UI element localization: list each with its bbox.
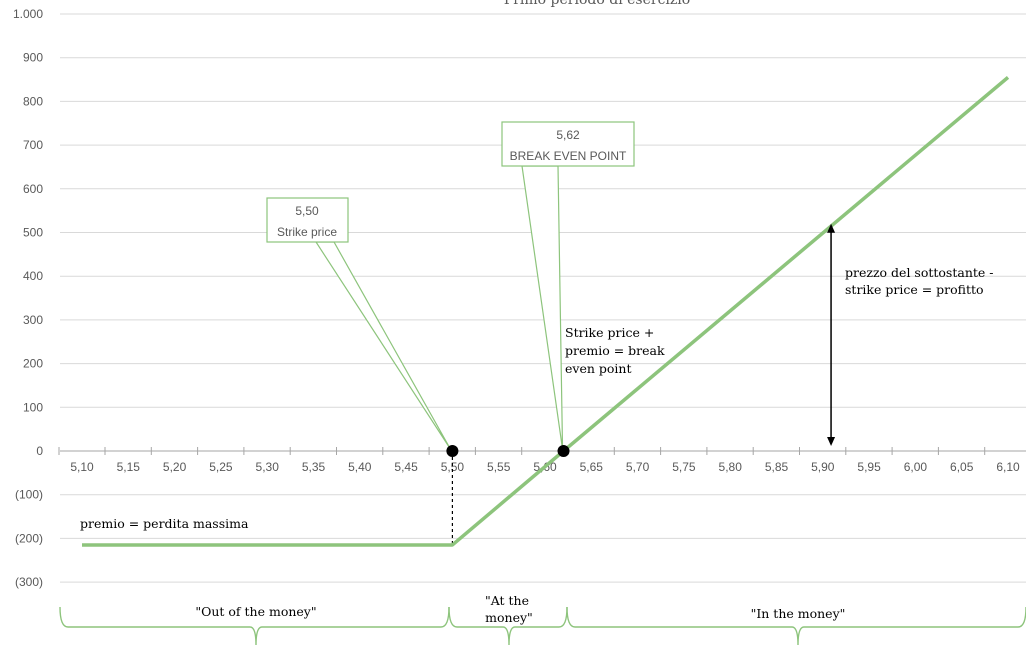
x-tick-label: 5,40 [348,460,372,474]
x-tick-label: 5,45 [394,460,418,474]
x-tick-label: 5,95 [857,460,881,474]
strike-callout-box [266,197,349,243]
break-even-callout-leader [521,165,564,450]
zone-label-line: "Out of the money" [195,604,316,619]
y-axis-tick-labels: 1.000 900 800 700 600 500 400 300 200 100 0 (100) (2… [13,7,43,589]
x-tick-label: 5,90 [811,460,835,474]
zone-brace [448,606,568,646]
strike-callout-label: Strike price [277,225,337,239]
x-tick-label: 5,65 [580,460,604,474]
y-tick-label: (100) [15,488,43,502]
zone-label-in-the-money: "In the money" [751,606,846,621]
break-even-note-line: even point [565,361,631,376]
break-even-callout-value: 5,62 [556,128,580,142]
x-tick-label: 5,15 [117,460,141,474]
x-tick-label: 5,25 [209,460,233,474]
x-tick-label: 5,85 [765,460,789,474]
y-tick-label: (300) [15,575,43,589]
payoff-series-line [82,76,1010,547]
y-tick-label: 500 [23,226,43,240]
zone-label-line: "At the [485,593,529,608]
chart-title: Primo periodo di esercizio [504,0,690,8]
profit-note-line: strike price = profitto [845,282,984,297]
premium-note: premio = perdita massima [80,516,249,531]
zone-brace [59,606,450,646]
y-tick-label: (200) [15,531,43,545]
y-tick-label: 200 [23,357,43,371]
x-axis-tick-labels: 5,10 5,15 5,20 5,25 5,30 5,35 5,40 5,45 5,50 5,55… [58,447,1020,474]
strike-point-marker [446,445,459,457]
profit-note-line: prezzo del sottostante - [845,265,994,280]
profit-arrow-head-top [827,223,836,233]
x-tick-label: 6,10 [996,460,1020,474]
y-tick-label: 600 [23,182,43,196]
break-even-note-line: premio = break [565,343,665,358]
profit-arrow [827,223,836,446]
x-tick-label: 5,70 [626,460,650,474]
zone-label-at-the-money: "At the money" [485,593,533,625]
y-tick-label: 100 [23,400,43,414]
x-tick-label: 5,55 [487,460,511,474]
zone-label-out-of-the-money: "Out of the money" [195,604,316,619]
profit-note: prezzo del sottostante - strike price = … [845,265,997,297]
y-tick-label: 0 [36,444,43,458]
break-even-callout-label: BREAK EVEN POINT [510,149,627,163]
y-tick-label: 700 [23,138,43,152]
break-even-point-marker [557,445,570,457]
profit-arrow-head-bottom [827,437,836,446]
zone-label-line: "In the money" [751,606,846,621]
strike-callout-leader [314,241,451,450]
break-even-note-line: Strike price + [565,325,654,340]
zone-brace [566,606,1026,646]
x-tick-label: 5,75 [672,460,696,474]
strike-price-callout: 5,50 Strike price [266,197,451,450]
x-tick-label: 5,35 [302,460,326,474]
x-tick-label: 5,30 [256,460,280,474]
y-tick-label: 800 [23,94,43,108]
x-tick-label: 5,80 [719,460,743,474]
zone-label-line: money" [485,610,533,625]
x-tick-label: 5,50 [441,460,465,474]
break-even-note: Strike price + premio = break even point [565,325,669,376]
break-even-callout-box [501,121,635,167]
y-tick-label: 300 [23,313,43,327]
money-zone-braces [59,606,1026,646]
x-tick-label: 5,20 [163,460,187,474]
x-tick-label: 6,00 [904,460,928,474]
strike-callout-value: 5,50 [295,204,319,218]
y-tick-label: 1.000 [13,7,43,21]
y-tick-label: 900 [23,51,43,65]
x-tick-label: 6,05 [950,460,974,474]
y-tick-label: 400 [23,269,43,283]
break-even-callout: 5,62 BREAK EVEN POINT [501,121,635,450]
x-tick-label: 5,10 [70,460,94,474]
